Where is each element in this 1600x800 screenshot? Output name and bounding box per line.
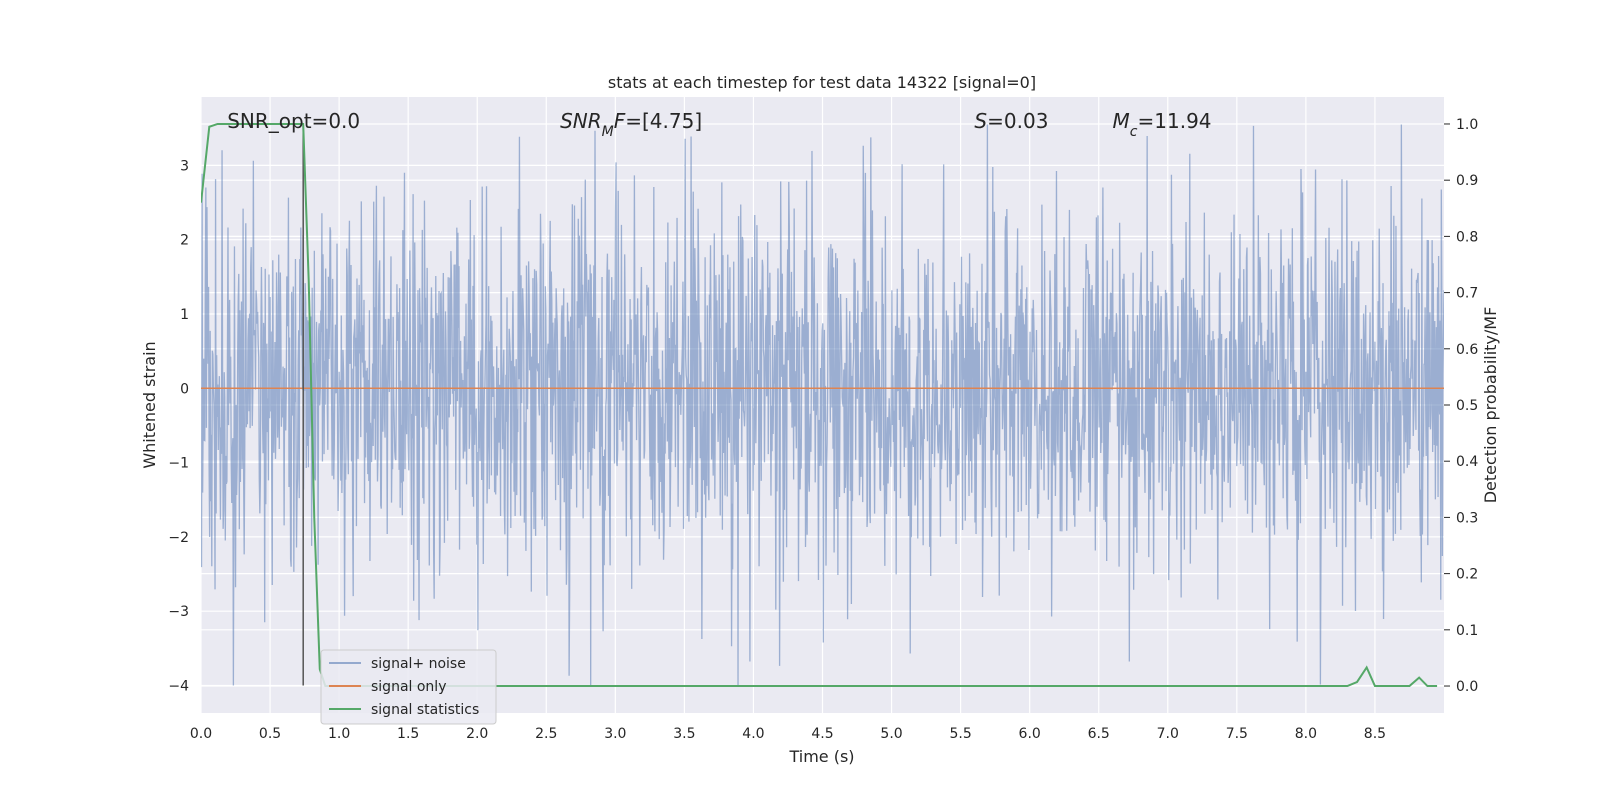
y-right-tick-label: 0.7 — [1456, 286, 1478, 302]
x-tick-label: 3.5 — [673, 726, 695, 742]
y-left-tick-label: 2 — [180, 233, 189, 249]
y-left-tick-label: −3 — [168, 604, 189, 620]
x-tick-label: 6.0 — [1019, 726, 1041, 742]
y-right-axis-label: Detection probability/MF — [1481, 307, 1500, 504]
y-left-tick-label: −1 — [168, 456, 189, 472]
signal-statistics-line — [201, 122, 1438, 688]
annotation-snr-mf: SNRMF=[4.75] — [560, 109, 702, 140]
x-tick-label: 5.0 — [880, 726, 902, 742]
y-right-tick-label: 0.5 — [1456, 398, 1478, 414]
x-tick-label: 0.0 — [190, 726, 212, 742]
y-right-tick-label: 0.1 — [1456, 623, 1478, 639]
x-tick-label: 8.0 — [1295, 726, 1317, 742]
x-tick-label: 4.0 — [742, 726, 764, 742]
legend-label-stats: signal statistics — [371, 702, 479, 718]
y-left-tick-label: 0 — [180, 381, 189, 397]
legend-box — [320, 649, 497, 725]
chart-title: stats at each timestep for test data 143… — [608, 73, 1036, 92]
x-tick-label: 7.5 — [1226, 726, 1248, 742]
annotation-s: S=0.03 — [974, 109, 1048, 133]
x-tick-label: 5.5 — [949, 726, 971, 742]
y-right-tick-label: 1.0 — [1456, 117, 1478, 133]
legend-label-noise: signal+ noise — [371, 656, 466, 672]
x-tick-label: 1.5 — [397, 726, 419, 742]
x-tick-label: 3.0 — [604, 726, 626, 742]
x-tick-label: 2.5 — [535, 726, 557, 742]
noise-series — [201, 124, 1444, 686]
y-right-tick-label: 0.2 — [1456, 567, 1478, 583]
noise-series-line — [201, 124, 1444, 686]
legend-label-signal: signal only — [371, 679, 446, 695]
y-right-tick-label: 0.9 — [1456, 173, 1478, 189]
y-right-tick-label: 0.4 — [1456, 454, 1478, 470]
x-tick-label: 4.5 — [811, 726, 833, 742]
x-axis-label: Time (s) — [788, 747, 854, 766]
x-axis-ticks: 0.0 0.5 1.0 1.5 2.0 2.5 3.0 3.5 4.0 4.5 5.0 5.5 6.0 6… — [190, 726, 1386, 742]
signal-statistics-series — [201, 122, 1438, 688]
y-left-axis-ticks: −4 −3 −2 −1 0 1 2 3 — [168, 158, 189, 694]
x-tick-label: 7.0 — [1157, 726, 1179, 742]
y-left-tick-label: 1 — [180, 307, 189, 323]
x-tick-label: 1.0 — [328, 726, 350, 742]
y-left-axis-label: Whitened strain — [140, 341, 159, 468]
annotations: SNR_opt=0.0 SNRMF=[4.75] S=0.03 Mc=11.94 — [227, 109, 1211, 140]
y-right-tick-label: 0.0 — [1456, 679, 1478, 695]
annotation-mc: Mc=11.94 — [1113, 109, 1212, 140]
legend: signal+ noise signal only signal statist… — [320, 649, 497, 725]
x-tick-label: 8.5 — [1364, 726, 1386, 742]
y-left-tick-label: 3 — [180, 158, 189, 174]
x-tick-label: 0.5 — [259, 726, 281, 742]
y-left-tick-label: −4 — [168, 679, 189, 695]
y-left-tick-label: −2 — [168, 530, 189, 546]
y-right-tick-label: 0.3 — [1456, 510, 1478, 526]
annotation-snr-opt: SNR_opt=0.0 — [227, 109, 360, 133]
y-right-tick-label: 0.6 — [1456, 342, 1478, 358]
y-right-tick-label: 0.8 — [1456, 229, 1478, 245]
x-tick-label: 6.5 — [1088, 726, 1110, 742]
x-tick-label: 2.0 — [466, 726, 488, 742]
y-right-axis-ticks: 0.0 0.1 0.2 0.3 0.4 0.5 0.6 0.7 0.8 0.9 1.0 — [1444, 117, 1478, 695]
